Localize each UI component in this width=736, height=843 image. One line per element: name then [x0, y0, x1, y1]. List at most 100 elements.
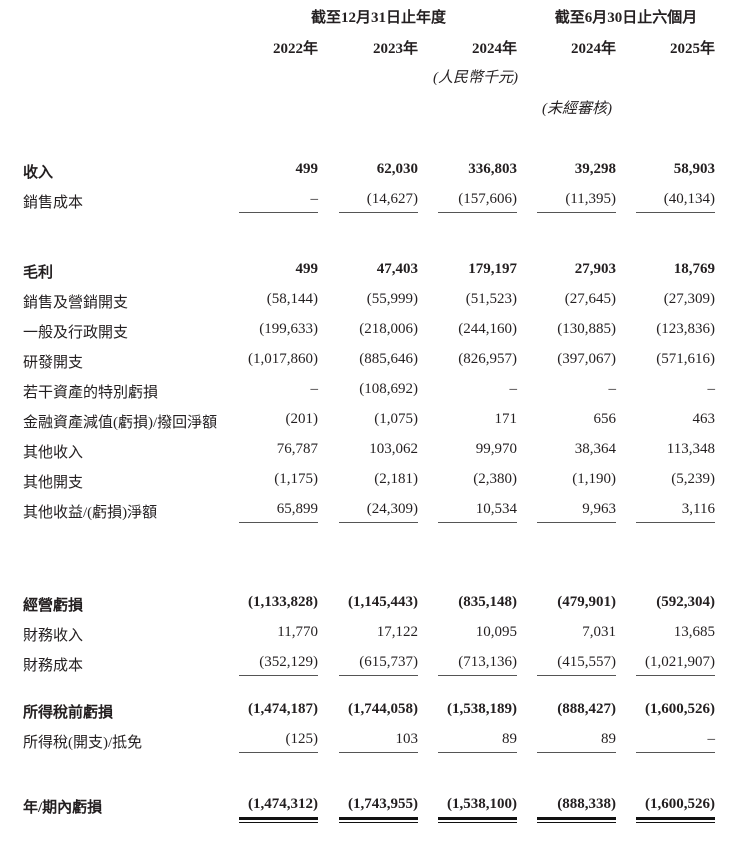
value-cell: (571,616)	[656, 351, 715, 367]
underline-rule	[537, 817, 616, 820]
row-label: 一般及行政開支	[23, 325, 129, 341]
value-cell: (415,557)	[557, 654, 616, 670]
value-cell: 58,903	[673, 161, 715, 177]
value-cell: 10,095	[475, 624, 517, 640]
value-cell: 656	[593, 411, 617, 427]
value-cell: –	[509, 381, 518, 397]
value-cell: 336,803	[468, 161, 517, 177]
value-cell: (397,067)	[557, 351, 616, 367]
value-cell: 89	[601, 731, 616, 747]
value-cell: (125)	[285, 731, 319, 747]
row-label: 銷售成本	[23, 195, 84, 211]
underline-rule	[636, 212, 715, 213]
value-cell: 38,364	[574, 441, 616, 457]
value-cell: (352,129)	[259, 654, 318, 670]
underline-rule	[636, 752, 715, 753]
value-cell: (130,885)	[557, 321, 616, 337]
value-cell: (51,523)	[465, 291, 517, 307]
underline-rule	[438, 817, 517, 820]
header-annual-period: 截至12月31日止年度	[310, 10, 446, 26]
value-cell: 103	[395, 731, 419, 747]
value-cell: (11,395)	[565, 191, 616, 207]
underline-rule	[239, 522, 318, 523]
underline-rule	[636, 822, 715, 823]
value-cell: 39,298	[574, 161, 616, 177]
value-cell: (1,600,526)	[645, 796, 715, 812]
value-cell: –	[608, 381, 617, 397]
underline-rule	[636, 675, 715, 676]
value-cell: 99,970	[475, 441, 517, 457]
value-cell: –	[707, 381, 716, 397]
row-label: 銷售及營銷開支	[23, 295, 129, 311]
value-cell: (201)	[285, 411, 319, 427]
year-header: 2025年	[669, 41, 715, 57]
value-cell: (479,901)	[557, 594, 616, 610]
value-cell: (27,645)	[564, 291, 616, 307]
year-header: 2024年	[471, 41, 517, 57]
underline-rule	[438, 752, 517, 753]
value-cell: –	[707, 731, 716, 747]
value-cell: (1,744,058)	[348, 701, 418, 717]
underline-rule	[537, 212, 616, 213]
value-cell: (1,474,187)	[248, 701, 318, 717]
row-label: 年/期內虧損	[23, 800, 103, 816]
header-interim-period: 截至6月30日止六個月	[554, 10, 698, 26]
currency-note: (人民幣千元)	[433, 70, 518, 86]
value-cell: 463	[692, 411, 716, 427]
underline-rule	[239, 752, 318, 753]
row-label: 收入	[23, 165, 54, 181]
value-cell: 113,348	[666, 441, 715, 457]
underline-rule	[537, 522, 616, 523]
value-cell: (27,309)	[663, 291, 715, 307]
value-cell: (888,338)	[557, 796, 616, 812]
underline-rule	[438, 522, 517, 523]
value-cell: (55,999)	[366, 291, 418, 307]
underline-rule	[339, 522, 418, 523]
value-cell: (1,145,443)	[348, 594, 418, 610]
value-cell: (2,181)	[374, 471, 418, 487]
value-cell: (218,006)	[359, 321, 418, 337]
value-cell: 76,787	[276, 441, 318, 457]
value-cell: –	[310, 191, 319, 207]
underline-rule	[537, 752, 616, 753]
row-label: 金融資產減值(虧損)/撥回淨額	[23, 415, 218, 431]
underline-rule	[339, 212, 418, 213]
underline-rule	[438, 822, 517, 823]
underline-rule	[438, 212, 517, 213]
value-cell: 18,769	[673, 261, 715, 277]
value-cell: 11,770	[277, 624, 318, 640]
unaudited-note: (未經審核)	[542, 101, 612, 117]
underline-rule	[239, 822, 318, 823]
row-label: 所得稅前虧損	[23, 705, 114, 721]
row-label: 其他開支	[23, 475, 84, 491]
year-header: 2023年	[372, 41, 418, 57]
underline-rule	[339, 675, 418, 676]
value-cell: (14,627)	[366, 191, 418, 207]
year-header: 2022年	[272, 41, 318, 57]
value-cell: (1,474,312)	[248, 796, 318, 812]
value-cell: (1,538,100)	[447, 796, 517, 812]
row-label: 其他收益/(虧損)淨額	[23, 505, 158, 521]
value-cell: 9,963	[582, 501, 616, 517]
value-cell: (888,427)	[557, 701, 616, 717]
value-cell: (1,175)	[274, 471, 318, 487]
value-cell: (1,133,828)	[248, 594, 318, 610]
value-cell: (5,239)	[671, 471, 715, 487]
value-cell: 179,197	[468, 261, 517, 277]
value-cell: (40,134)	[663, 191, 715, 207]
underline-rule	[636, 522, 715, 523]
value-cell: (615,737)	[359, 654, 418, 670]
value-cell: 103,062	[369, 441, 418, 457]
row-label: 研發開支	[23, 355, 84, 371]
underline-rule	[537, 822, 616, 823]
underline-rule	[339, 752, 418, 753]
value-cell: 47,403	[376, 261, 418, 277]
value-cell: 27,903	[574, 261, 616, 277]
value-cell: (1,075)	[374, 411, 418, 427]
value-cell: (1,017,860)	[248, 351, 318, 367]
row-label: 毛利	[23, 265, 54, 281]
value-cell: (24,309)	[366, 501, 418, 517]
underline-rule	[239, 212, 318, 213]
value-cell: 171	[494, 411, 518, 427]
underline-rule	[636, 817, 715, 820]
